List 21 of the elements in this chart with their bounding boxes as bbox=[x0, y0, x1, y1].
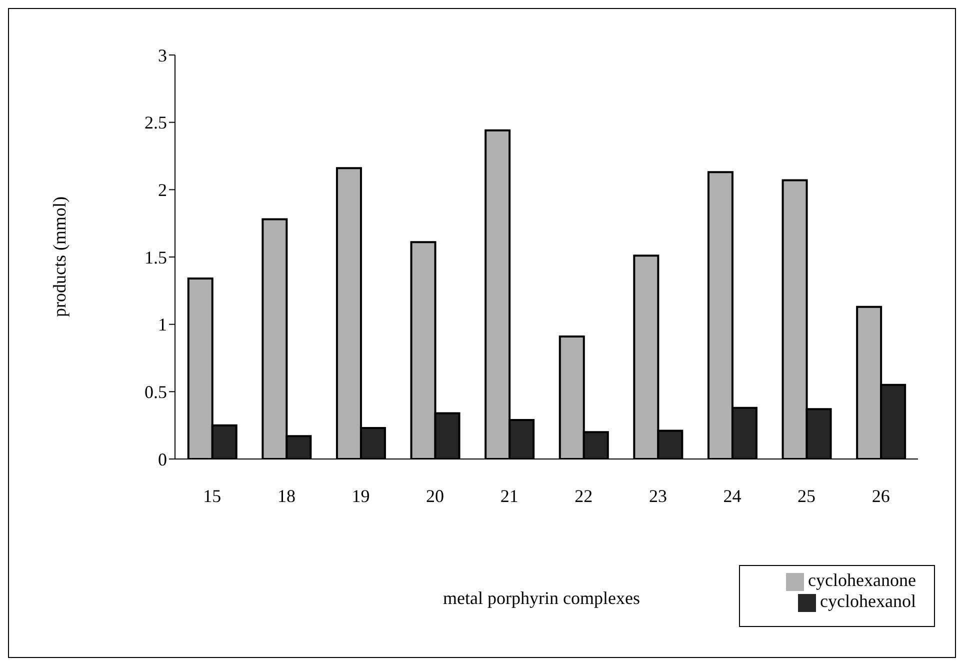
x-tick-label: 23 bbox=[648, 486, 667, 506]
y-tick-label: 1 bbox=[158, 314, 167, 335]
y-tick-label: 0 bbox=[158, 449, 167, 470]
x-tick-label: 26 bbox=[872, 486, 890, 506]
y-tick-label: 1.5 bbox=[144, 247, 167, 268]
x-axis-title: metal porphyrin complexes bbox=[443, 588, 640, 608]
x-tick-label: 15 bbox=[203, 486, 222, 506]
legend-label: cyclohexanone bbox=[808, 570, 916, 590]
x-tick-label: 18 bbox=[277, 486, 296, 506]
y-tick-label: 3 bbox=[158, 45, 167, 66]
x-tick-label: 20 bbox=[426, 486, 444, 506]
y-tick-label: 2 bbox=[158, 180, 167, 200]
y-tick-label: 2.5 bbox=[144, 112, 167, 133]
y-tick-label: 0.5 bbox=[144, 382, 167, 402]
x-tick-label: 25 bbox=[798, 486, 816, 506]
x-tick-label: 22 bbox=[574, 486, 593, 506]
x-tick-label: 24 bbox=[723, 486, 742, 506]
legend-label: cyclohexanol bbox=[820, 591, 916, 611]
y-axis-title: products (mmol) bbox=[49, 196, 70, 317]
x-tick-label: 21 bbox=[500, 486, 518, 506]
x-tick-label: 19 bbox=[352, 486, 370, 506]
